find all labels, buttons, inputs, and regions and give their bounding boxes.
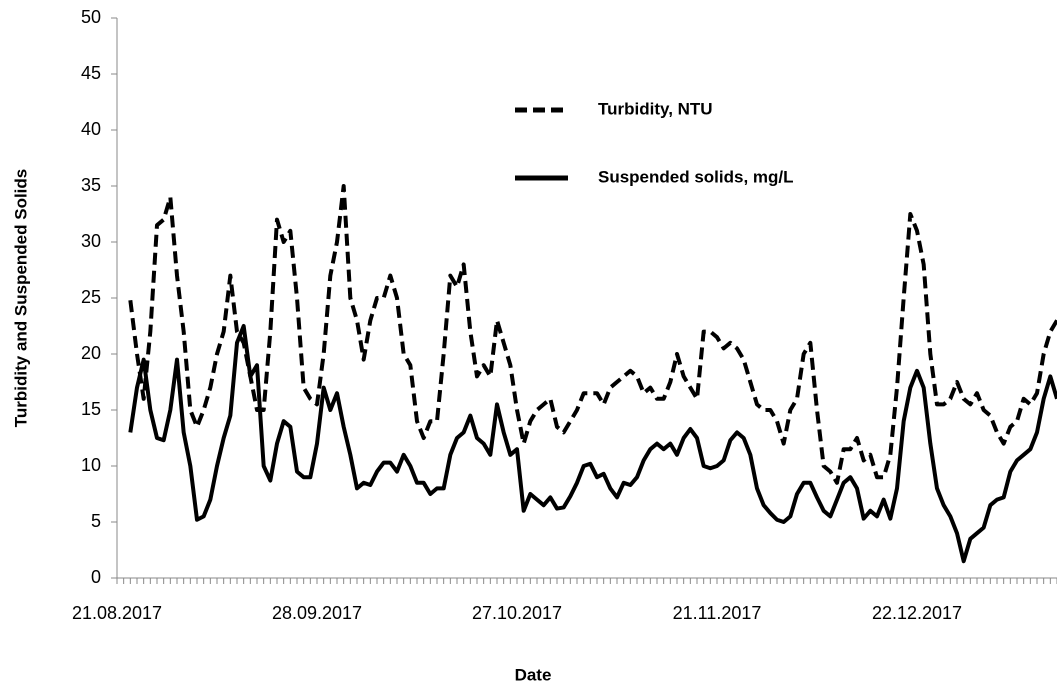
line-series — [128, 324, 1057, 564]
y-tick-label: 30 — [81, 231, 101, 251]
y-tick-label: 35 — [81, 175, 101, 195]
y-tick-label: 40 — [81, 119, 101, 139]
y-tick-label: 5 — [91, 511, 101, 531]
y-axis-title: Turbidity and Suspended Solids — [11, 169, 30, 427]
x-tick-label: 28.09.2017 — [272, 603, 362, 623]
x-tick-label: 27.10.2017 — [472, 603, 562, 623]
x-tick-label: 21.08.2017 — [72, 603, 162, 623]
y-tick-label: 15 — [81, 399, 101, 419]
x-axis-title: Date — [515, 665, 552, 684]
y-tick-label: 25 — [81, 287, 101, 307]
x-tick-label: 21.11.2017 — [673, 603, 762, 623]
y-tick-label: 50 — [81, 7, 101, 27]
y-tick-label: 20 — [81, 343, 101, 363]
y-tick-label: 45 — [81, 63, 101, 83]
y-tick-label: 0 — [91, 567, 101, 587]
x-tick-label: 22.12.2017 — [872, 603, 962, 623]
line-series — [128, 184, 1057, 485]
y-tick-label: 10 — [81, 455, 101, 475]
legend-label: Turbidity, NTU — [598, 99, 713, 118]
legend-label: Suspended solids, mg/L — [598, 167, 794, 186]
